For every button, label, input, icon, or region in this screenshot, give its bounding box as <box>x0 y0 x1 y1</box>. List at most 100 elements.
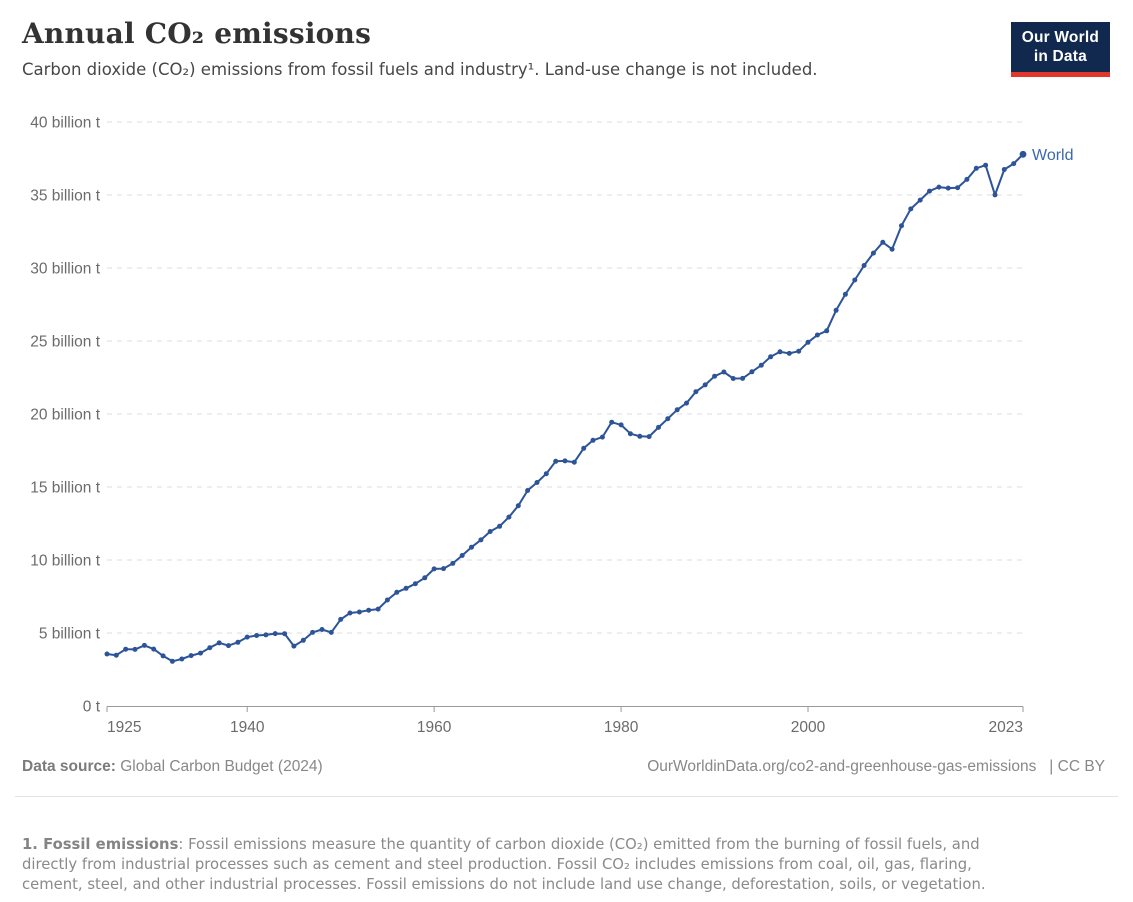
data-point[interactable] <box>917 197 923 203</box>
data-point[interactable] <box>422 575 428 581</box>
data-point[interactable] <box>132 646 138 652</box>
data-point[interactable] <box>412 581 418 587</box>
data-point[interactable] <box>777 349 783 355</box>
data-point[interactable] <box>198 650 203 656</box>
data-point[interactable] <box>525 488 531 493</box>
data-point[interactable] <box>749 369 755 375</box>
data-point[interactable] <box>599 434 605 440</box>
data-point[interactable] <box>244 634 250 640</box>
data-point[interactable] <box>796 348 802 354</box>
data-point[interactable] <box>300 637 306 643</box>
data-point[interactable] <box>347 610 353 616</box>
data-point[interactable] <box>384 597 390 603</box>
data-point[interactable] <box>459 553 465 558</box>
data-point[interactable] <box>861 263 867 268</box>
data-point[interactable] <box>955 185 961 191</box>
data-point[interactable] <box>207 645 213 651</box>
data-point[interactable] <box>768 354 774 360</box>
data-point[interactable] <box>852 277 858 283</box>
data-point[interactable] <box>431 566 437 572</box>
data-point[interactable] <box>927 188 932 194</box>
data-point[interactable] <box>983 162 989 168</box>
data-point[interactable] <box>282 631 288 637</box>
owid-url-link[interactable]: OurWorldinData.org/co2-and-greenhouse-ga… <box>647 758 1037 775</box>
emissions-line-chart[interactable]: 0 t 5 billion t 10 billion t 15 billion t 20… <box>0 104 1133 754</box>
data-point[interactable] <box>553 458 559 464</box>
data-point[interactable] <box>730 376 736 381</box>
data-point[interactable] <box>497 523 503 529</box>
data-point[interactable] <box>618 422 624 428</box>
data-point[interactable] <box>609 419 615 425</box>
data-point[interactable] <box>880 239 886 245</box>
data-point[interactable] <box>842 291 848 297</box>
data-point[interactable] <box>590 437 596 443</box>
data-point[interactable] <box>562 458 568 464</box>
data-point[interactable] <box>375 606 381 612</box>
data-point[interactable] <box>973 165 979 171</box>
data-point[interactable] <box>160 653 166 659</box>
data-point[interactable] <box>908 206 914 212</box>
data-point[interactable] <box>319 627 325 632</box>
data-point[interactable] <box>899 223 904 229</box>
data-point[interactable] <box>338 616 344 622</box>
data-point[interactable] <box>889 246 895 252</box>
data-point[interactable] <box>534 480 540 485</box>
data-point[interactable] <box>506 514 512 520</box>
world-line[interactable] <box>106 153 1024 663</box>
data-point[interactable] <box>581 445 587 451</box>
data-point[interactable] <box>964 176 970 182</box>
data-point[interactable] <box>141 642 147 648</box>
data-point[interactable] <box>151 646 157 652</box>
data-point[interactable] <box>543 471 549 477</box>
data-point[interactable] <box>814 332 820 338</box>
data-point[interactable] <box>805 339 811 345</box>
data-point[interactable] <box>310 629 316 635</box>
data-point[interactable] <box>824 328 830 334</box>
data-point[interactable] <box>936 184 942 190</box>
data-point[interactable] <box>254 633 260 638</box>
data-point[interactable] <box>123 646 129 652</box>
data-point[interactable] <box>740 375 746 381</box>
series-label-world[interactable]: World <box>1032 147 1074 164</box>
data-point[interactable] <box>487 529 493 534</box>
data-point[interactable] <box>104 651 110 657</box>
data-point[interactable] <box>1001 167 1007 172</box>
data-point[interactable] <box>450 560 456 566</box>
data-point[interactable] <box>833 307 839 313</box>
data-point[interactable] <box>394 589 400 595</box>
data-point[interactable] <box>1019 150 1027 158</box>
data-point[interactable] <box>870 250 876 256</box>
data-point[interactable] <box>674 407 680 413</box>
data-point[interactable] <box>656 424 661 430</box>
data-points[interactable] <box>104 150 1027 664</box>
data-point[interactable] <box>216 640 222 646</box>
data-point[interactable] <box>684 400 689 406</box>
data-point[interactable] <box>356 609 362 615</box>
data-point[interactable] <box>169 658 175 664</box>
data-point[interactable] <box>712 373 718 379</box>
owid-logo[interactable]: Our World in Data <box>1010 22 1110 77</box>
data-point[interactable] <box>637 433 643 439</box>
data-point[interactable] <box>478 537 484 543</box>
data-point[interactable] <box>113 652 119 658</box>
data-point[interactable] <box>693 389 699 395</box>
data-point[interactable] <box>945 185 951 191</box>
license-link[interactable]: CC BY <box>1057 758 1105 775</box>
data-point[interactable] <box>646 434 652 440</box>
data-point[interactable] <box>721 369 727 375</box>
data-point[interactable] <box>1011 161 1017 167</box>
data-point[interactable] <box>179 656 185 662</box>
data-point[interactable] <box>235 639 241 645</box>
data-point[interactable] <box>328 629 334 635</box>
data-point[interactable] <box>702 382 708 388</box>
data-point[interactable] <box>272 631 278 637</box>
data-point[interactable] <box>627 431 633 437</box>
data-point[interactable] <box>403 585 409 591</box>
data-point[interactable] <box>226 643 231 649</box>
data-point[interactable] <box>441 566 446 572</box>
data-point[interactable] <box>992 192 998 198</box>
data-point[interactable] <box>758 362 764 368</box>
data-point[interactable] <box>515 503 521 509</box>
data-point[interactable] <box>571 459 577 465</box>
data-point[interactable] <box>786 350 792 356</box>
